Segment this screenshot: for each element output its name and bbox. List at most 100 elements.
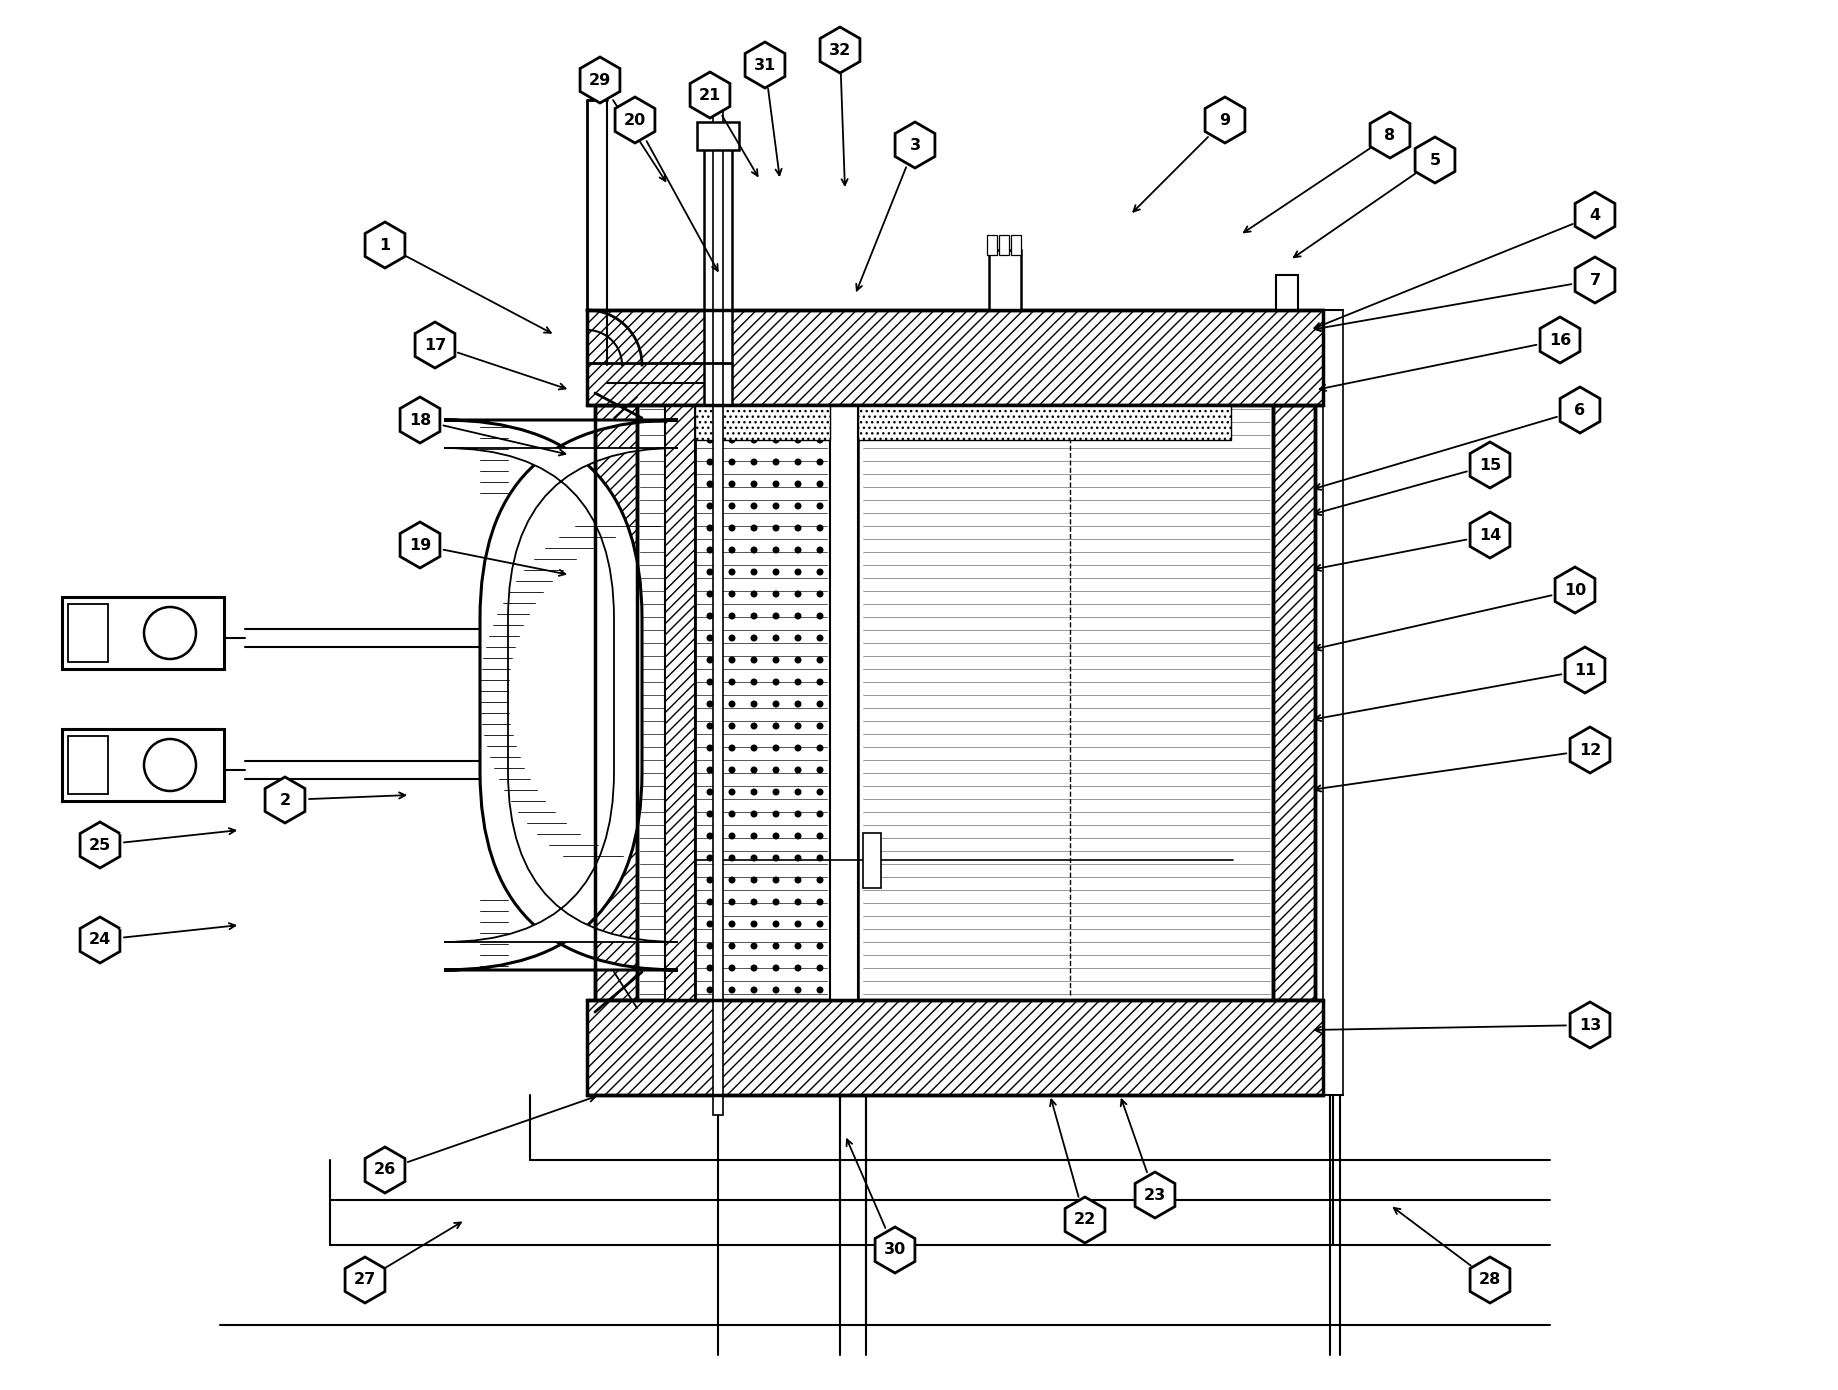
Text: 16: 16: [1549, 332, 1571, 348]
Circle shape: [730, 944, 735, 949]
Circle shape: [708, 591, 713, 596]
Circle shape: [708, 987, 713, 992]
Circle shape: [752, 767, 757, 773]
Bar: [987, 235, 996, 254]
Circle shape: [730, 877, 735, 883]
Circle shape: [730, 833, 735, 838]
Circle shape: [796, 965, 801, 970]
Circle shape: [752, 438, 757, 443]
Text: 23: 23: [1143, 1187, 1165, 1202]
Circle shape: [774, 657, 779, 663]
Circle shape: [708, 745, 713, 751]
Polygon shape: [401, 398, 439, 443]
Text: 6: 6: [1575, 403, 1586, 417]
Circle shape: [708, 812, 713, 817]
Text: 19: 19: [408, 538, 432, 552]
Circle shape: [796, 481, 801, 486]
Circle shape: [752, 987, 757, 992]
Polygon shape: [1470, 442, 1511, 488]
Circle shape: [730, 459, 735, 464]
Polygon shape: [81, 821, 119, 867]
Circle shape: [818, 525, 823, 531]
FancyBboxPatch shape: [445, 448, 678, 942]
Polygon shape: [744, 42, 785, 88]
Circle shape: [730, 635, 735, 641]
Circle shape: [730, 503, 735, 509]
Text: 9: 9: [1219, 113, 1231, 128]
Circle shape: [730, 701, 735, 706]
Circle shape: [818, 812, 823, 817]
Text: 12: 12: [1579, 742, 1601, 758]
Circle shape: [752, 569, 757, 575]
Circle shape: [818, 833, 823, 838]
Bar: [665, 404, 695, 999]
Circle shape: [774, 944, 779, 949]
Circle shape: [818, 877, 823, 883]
Circle shape: [796, 812, 801, 817]
Circle shape: [752, 899, 757, 905]
Circle shape: [774, 438, 779, 443]
Polygon shape: [346, 1257, 384, 1302]
Circle shape: [730, 481, 735, 486]
Circle shape: [774, 548, 779, 553]
Bar: [1274, 404, 1314, 999]
Circle shape: [730, 569, 735, 575]
Bar: [68, 605, 108, 662]
Circle shape: [752, 680, 757, 685]
Circle shape: [708, 790, 713, 795]
Bar: [713, 110, 722, 1115]
Circle shape: [774, 459, 779, 464]
Circle shape: [708, 965, 713, 970]
Text: 24: 24: [88, 933, 110, 948]
Circle shape: [708, 416, 713, 421]
Text: 26: 26: [373, 1162, 397, 1177]
Bar: [68, 735, 108, 794]
Circle shape: [774, 525, 779, 531]
Text: 14: 14: [1480, 527, 1502, 542]
Circle shape: [752, 812, 757, 817]
Circle shape: [708, 525, 713, 531]
Circle shape: [752, 833, 757, 838]
Bar: [62, 596, 224, 669]
Circle shape: [752, 855, 757, 860]
Circle shape: [796, 855, 801, 860]
Polygon shape: [1470, 512, 1511, 557]
Circle shape: [818, 635, 823, 641]
Circle shape: [818, 701, 823, 706]
Polygon shape: [820, 26, 860, 74]
Polygon shape: [1566, 646, 1605, 694]
Circle shape: [708, 922, 713, 927]
Polygon shape: [81, 917, 119, 963]
Text: 32: 32: [829, 43, 851, 57]
Circle shape: [730, 922, 735, 927]
Circle shape: [752, 790, 757, 795]
Circle shape: [752, 701, 757, 706]
Circle shape: [818, 481, 823, 486]
Circle shape: [730, 723, 735, 728]
Circle shape: [730, 899, 735, 905]
Circle shape: [796, 438, 801, 443]
Text: 15: 15: [1480, 457, 1502, 473]
Polygon shape: [875, 1227, 915, 1273]
Circle shape: [752, 416, 757, 421]
Text: 11: 11: [1573, 663, 1595, 677]
Bar: [586, 999, 1323, 1095]
Polygon shape: [401, 523, 439, 569]
Polygon shape: [581, 57, 619, 103]
Circle shape: [774, 416, 779, 421]
Text: 22: 22: [1073, 1212, 1095, 1227]
Circle shape: [774, 745, 779, 751]
Bar: [704, 125, 732, 404]
Polygon shape: [1575, 257, 1616, 303]
Circle shape: [774, 701, 779, 706]
Circle shape: [818, 922, 823, 927]
Circle shape: [708, 899, 713, 905]
Circle shape: [818, 548, 823, 553]
Circle shape: [774, 680, 779, 685]
Circle shape: [752, 877, 757, 883]
Circle shape: [796, 548, 801, 553]
Circle shape: [796, 899, 801, 905]
Bar: [695, 404, 831, 441]
Circle shape: [752, 965, 757, 970]
Circle shape: [818, 944, 823, 949]
